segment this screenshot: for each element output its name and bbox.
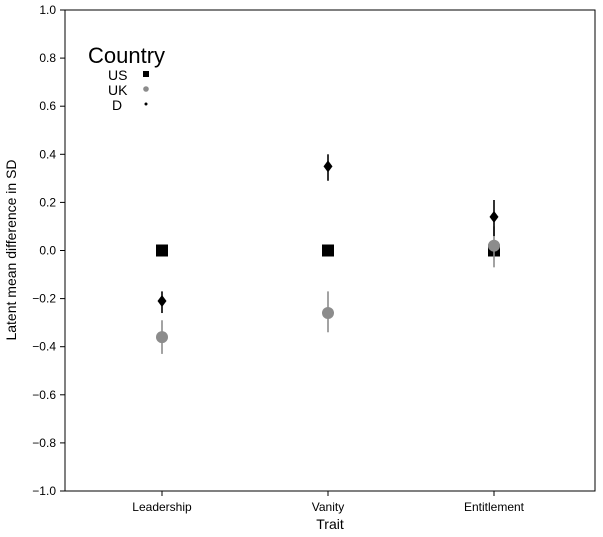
point-d xyxy=(157,295,167,308)
y-tick-label: 0.4 xyxy=(39,147,56,161)
point-d xyxy=(489,210,499,223)
y-tick-label: −0.4 xyxy=(32,340,56,354)
legend-label-uk: UK xyxy=(108,82,128,98)
y-tick-label: 0.2 xyxy=(39,195,56,209)
legend-marker-uk xyxy=(143,86,149,92)
y-axis-title: Latent mean difference in SD xyxy=(3,159,19,340)
y-tick-label: −0.2 xyxy=(32,292,56,306)
x-axis-title: Trait xyxy=(316,516,344,532)
legend-title: Country xyxy=(88,43,165,68)
y-tick-label: 0.6 xyxy=(39,99,56,113)
y-tick-label: −0.8 xyxy=(32,436,56,450)
x-tick-label: Vanity xyxy=(312,500,344,514)
point-d xyxy=(323,160,333,173)
legend-marker-d xyxy=(144,102,148,106)
point-uk xyxy=(488,239,500,252)
point-uk xyxy=(322,307,334,320)
legend-marker-us xyxy=(143,71,149,77)
legend: Country US UK D xyxy=(88,43,165,113)
point-us xyxy=(322,244,334,257)
y-tick-label: 1.0 xyxy=(39,3,56,17)
x-tick-label: Leadership xyxy=(132,500,192,514)
point-uk xyxy=(156,331,168,344)
legend-label-us: US xyxy=(108,67,127,83)
marks-layer xyxy=(156,154,500,354)
y-tick-label: 0.0 xyxy=(39,244,56,258)
y-tick-label: 0.8 xyxy=(39,51,56,65)
y-tick-label: −1.0 xyxy=(32,484,56,498)
x-tick-label: Entitlement xyxy=(464,500,525,514)
ticks-layer: −1.0 −0.8 −0.6 −0.4 −0.2 0.0 0.2 0.4 0.6 0.8 1.0 Le… xyxy=(32,3,524,514)
point-us xyxy=(156,244,168,257)
y-tick-label: −0.6 xyxy=(32,388,56,402)
legend-label-d: D xyxy=(112,97,122,113)
